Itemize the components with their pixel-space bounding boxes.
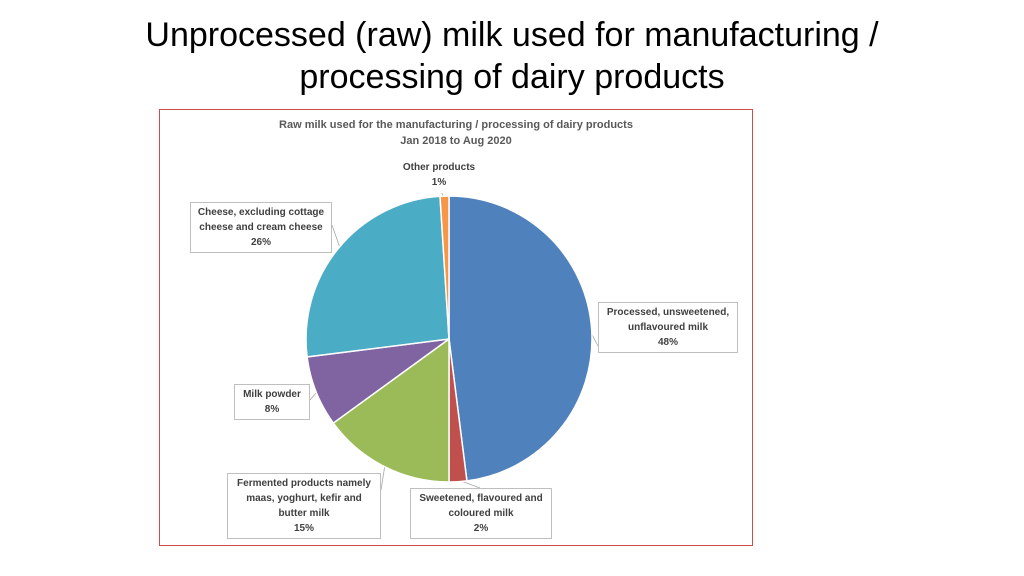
leader-line-cheese [331,224,341,250]
label-cheese: Cheese, excluding cottage cheese and cre… [190,202,332,253]
leader-line-fermented-products [380,464,386,491]
pie-slice-processed-milk [448,195,593,482]
label-processed-milk-line-1: Processed, unsweetened, [606,307,730,318]
pie-slices [305,195,593,483]
label-processed-milk: Processed, unsweetened, unflavoured milk… [598,302,738,353]
pie-slice-cheese [305,195,450,358]
label-sweetened-milk-line-1: Sweetened, flavoured and [419,493,543,504]
label-cheese-line-2: cheese and cream cheese [199,222,323,233]
label-fermented-value: 15% [293,523,314,534]
slide-title-line-2: processing of dairy products [299,58,725,96]
label-sweetened-milk-value: 2% [473,523,489,534]
pie-svg [305,189,599,491]
label-other-products-value: 1% [431,177,447,188]
label-processed-milk-line-2: unflavoured milk [627,322,708,333]
chart-title: Raw milk used for the manufacturing / pr… [279,119,633,131]
label-milk-powder-value: 8% [264,404,280,415]
label-milk-powder: Milk powder 8% [234,384,310,420]
label-processed-milk-value: 48% [657,337,678,348]
label-fermented-line-1: Fermented products namely [237,478,371,489]
label-fermented-products: Fermented products namely maas, yoghurt,… [227,473,381,539]
pie-slice-other-products [439,195,450,340]
slide-title: Unprocessed (raw) milk used for manufact… [0,14,1024,98]
pie-chart: Raw milk used for the manufacturing / pr… [159,109,753,546]
label-fermented-line-2: maas, yoghurt, kefir and [246,493,362,504]
label-other-products: Other products 1% [388,157,490,193]
label-milk-powder-line-1: Milk powder [243,389,301,400]
label-cheese-value: 26% [250,237,271,248]
label-sweetened-milk: Sweetened, flavoured and coloured milk 2… [410,488,552,539]
chart-title-block: Raw milk used for the manufacturing / pr… [160,117,752,149]
label-cheese-line-1: Cheese, excluding cottage [197,207,325,218]
label-fermented-line-3: butter milk [278,508,330,519]
label-sweetened-milk-line-2: coloured milk [448,508,514,519]
slide-title-line-1: Unprocessed (raw) milk used for manufact… [145,16,879,54]
pie-slice-fermented-products [332,337,450,483]
label-other-products-line-1: Other products [402,162,476,173]
chart-subtitle: Jan 2018 to Aug 2020 [400,135,512,147]
